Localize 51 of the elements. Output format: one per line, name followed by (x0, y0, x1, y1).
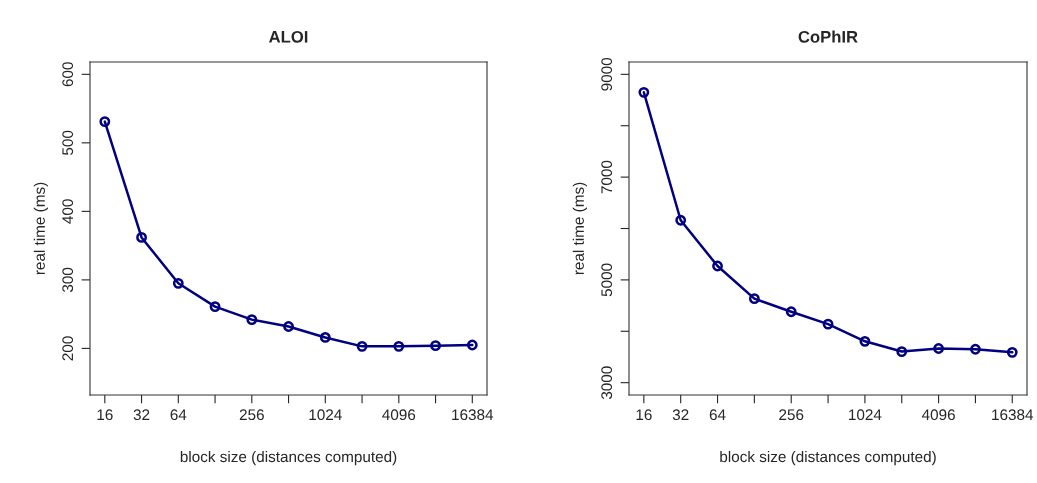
x-tick-label: 32 (672, 409, 689, 421)
point (1006, 346, 1018, 358)
point (430, 340, 441, 352)
point (712, 260, 723, 272)
point (822, 318, 834, 330)
y-tick-label: 5000 (601, 263, 613, 297)
y-tick-label: 600 (62, 62, 74, 87)
x-tick-label: 1024 (849, 409, 882, 421)
x-tick-label: 16384 (992, 409, 1034, 421)
y-axis-title: real time (ms) (572, 182, 587, 275)
x-tick-label: 16 (97, 409, 113, 421)
point (785, 306, 797, 318)
chart-title: ALOI (269, 30, 308, 43)
point (638, 86, 650, 98)
x-tick-label: 4096 (382, 409, 416, 421)
point (896, 346, 908, 357)
x-tick-label: 256 (239, 409, 264, 421)
x-tick-label: 64 (170, 409, 187, 421)
point (675, 214, 687, 226)
point (970, 343, 981, 355)
point (172, 277, 184, 289)
point (99, 116, 111, 128)
y-tick-label: 9000 (601, 57, 613, 91)
point (246, 314, 258, 326)
y-tick-label: 500 (62, 130, 74, 155)
point (136, 231, 147, 243)
y-tick-label: 200 (62, 336, 74, 361)
point (356, 340, 368, 352)
point (933, 343, 944, 354)
x-tick-label: 16384 (452, 409, 494, 421)
y-tick-label: 400 (62, 199, 74, 224)
x-tick-label: 1024 (309, 409, 342, 421)
x-axis-title: block size (distances computed) (720, 450, 936, 466)
x-tick-label: 64 (709, 409, 726, 421)
point (283, 321, 294, 332)
y-axis-title: real time (ms) (33, 182, 48, 275)
y-tick-label: 300 (62, 267, 74, 293)
x-tick-label: 4096 (921, 409, 955, 421)
x-axis-title: block size (distances computed) (180, 450, 397, 466)
x-tick-label: 256 (779, 409, 804, 421)
point (209, 301, 221, 313)
x-tick-label: 32 (133, 409, 150, 421)
point (466, 339, 478, 351)
point (748, 293, 760, 305)
x-tick-label: 16 (636, 409, 652, 421)
point (859, 335, 871, 347)
y-tick-label: 3000 (601, 366, 613, 400)
point (319, 332, 331, 343)
point (393, 340, 405, 352)
y-tick-label: 7000 (601, 160, 613, 194)
chart-title: CoPhIR (798, 30, 858, 43)
